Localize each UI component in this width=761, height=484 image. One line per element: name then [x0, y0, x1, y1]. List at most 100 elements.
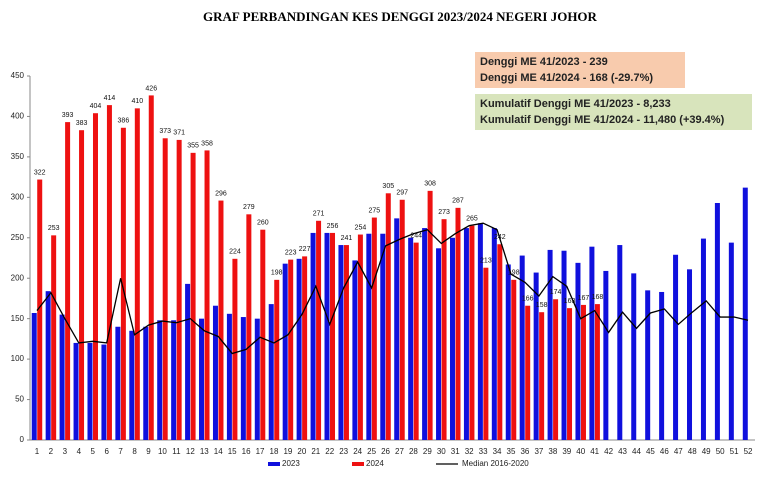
value-label: 305: [382, 183, 394, 190]
annotation: Kumulatif Denggi ME 41/2023 - 8,233: [480, 98, 671, 110]
y-tick-label: 200: [11, 273, 25, 282]
bar: [37, 179, 43, 440]
bar: [260, 229, 266, 440]
bar: [92, 113, 98, 440]
value-label: 167: [578, 295, 590, 302]
bar: [631, 273, 637, 440]
bar: [185, 283, 191, 440]
x-tick-label: 52: [744, 447, 753, 456]
value-label: 410: [131, 98, 143, 105]
bar: [413, 242, 419, 440]
bar: [491, 228, 497, 440]
legend-label: 2023: [282, 459, 300, 468]
bar: [687, 269, 693, 440]
x-tick-label: 11: [172, 447, 181, 456]
value-label: 273: [438, 209, 450, 216]
bar: [441, 219, 447, 440]
bar: [65, 122, 71, 441]
bar: [505, 264, 511, 440]
x-tick-label: 14: [214, 447, 223, 456]
x-tick-label: 15: [228, 447, 237, 456]
bar: [51, 235, 57, 440]
bar: [394, 218, 400, 440]
x-tick-label: 4: [77, 447, 82, 456]
bar: [268, 304, 274, 440]
value-label: 373: [159, 128, 171, 135]
x-tick-label: 2: [49, 447, 54, 456]
value-label: 275: [368, 207, 380, 214]
x-tick-label: 26: [381, 447, 390, 456]
y-tick-label: 250: [11, 233, 25, 242]
value-label: 371: [173, 130, 185, 137]
x-tick-label: 31: [451, 447, 460, 456]
bar: [728, 242, 734, 440]
x-tick-label: 25: [367, 447, 376, 456]
x-tick-label: 33: [479, 447, 488, 456]
y-tick-label: 350: [11, 152, 25, 161]
x-tick-label: 21: [311, 447, 320, 456]
value-label: 256: [327, 223, 339, 230]
bar: [352, 260, 358, 440]
value-label: 383: [76, 120, 88, 127]
annotation: Denggi ME 41/2024 - 168 (-29.7%): [480, 72, 653, 84]
x-tick-label: 51: [730, 447, 739, 456]
x-tick-label: 9: [146, 447, 151, 456]
bar: [129, 330, 135, 440]
bar: [87, 342, 93, 440]
value-label: 198: [271, 270, 283, 277]
bar: [199, 318, 205, 440]
bar: [246, 214, 252, 440]
x-tick-label: 8: [132, 447, 137, 456]
chart-title: GRAF PERBANDINGAN KES DENGGI 2023/2024 N…: [203, 9, 597, 24]
bar: [469, 225, 475, 440]
x-tick-label: 17: [256, 447, 265, 456]
bar: [463, 228, 469, 440]
annotation-box: [475, 94, 752, 130]
value-label: 244: [410, 232, 422, 239]
bar: [59, 314, 65, 440]
bar: [157, 320, 163, 440]
x-tick-label: 5: [91, 447, 96, 456]
x-tick-label: 44: [632, 447, 641, 456]
bar: [497, 244, 503, 440]
bar: [371, 217, 377, 440]
bar: [296, 258, 302, 440]
x-tick-label: 3: [63, 447, 68, 456]
x-tick-label: 13: [200, 447, 209, 456]
value-label: 426: [145, 85, 157, 92]
bar: [274, 279, 280, 440]
bar: [212, 305, 218, 440]
y-tick-label: 0: [20, 435, 25, 444]
value-label: 404: [90, 103, 102, 110]
x-tick-label: 22: [325, 447, 334, 456]
bar: [79, 130, 85, 440]
legend-label: Median 2016-2020: [462, 459, 529, 468]
value-label: 393: [62, 112, 74, 119]
x-tick-label: 10: [158, 447, 167, 456]
bar: [316, 220, 322, 440]
value-label: 260: [257, 220, 269, 227]
value-label: 253: [48, 225, 60, 232]
x-tick-label: 30: [437, 447, 446, 456]
x-tick-label: 20: [297, 447, 306, 456]
x-tick-label: 34: [493, 447, 502, 456]
x-tick-label: 46: [660, 447, 669, 456]
x-tick-label: 18: [270, 447, 279, 456]
value-label: 254: [355, 224, 367, 231]
bar: [226, 313, 232, 440]
x-tick-label: 24: [353, 447, 362, 456]
bar: [477, 223, 483, 440]
bar: [422, 228, 428, 440]
bar: [455, 207, 461, 440]
bar: [742, 187, 748, 440]
bar: [553, 299, 559, 440]
bar: [408, 237, 414, 440]
legend-swatch: [352, 462, 364, 466]
bar: [330, 232, 336, 440]
x-tick-label: 42: [604, 447, 613, 456]
x-tick-label: 6: [104, 447, 109, 456]
bar: [31, 313, 37, 440]
x-tick-label: 29: [423, 447, 432, 456]
bar: [567, 308, 573, 440]
bar: [302, 256, 308, 440]
